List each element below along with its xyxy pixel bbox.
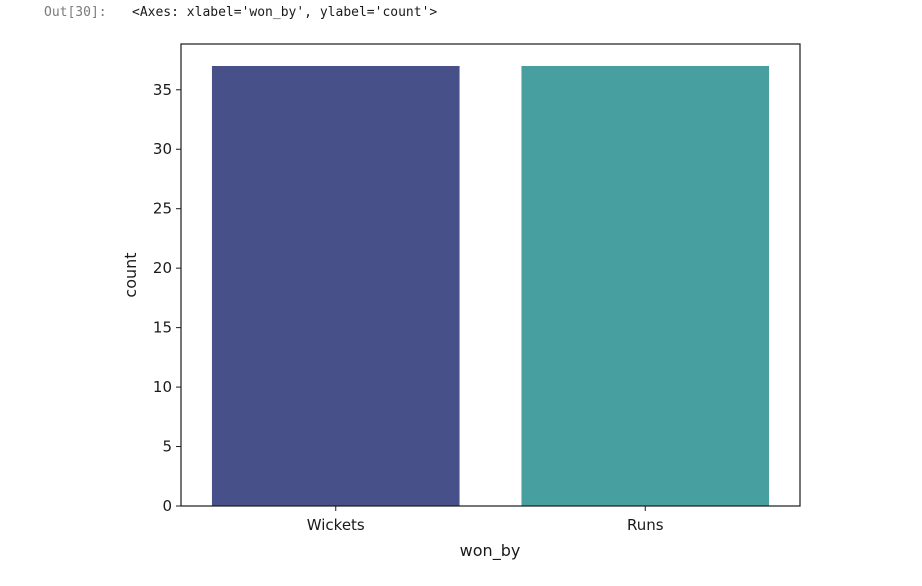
y-tick-label: 5 — [162, 438, 172, 456]
y-tick-label: 25 — [153, 200, 172, 218]
bars-group — [211, 66, 770, 506]
y-axis-label: count — [121, 252, 140, 297]
y-tick-label: 30 — [153, 140, 172, 158]
x-tick-label: Wickets — [307, 516, 365, 534]
bar-wickets — [211, 66, 460, 506]
y-tick-label: 10 — [153, 378, 172, 396]
bar-runs — [521, 66, 770, 506]
y-tick-label: 20 — [153, 259, 172, 277]
plot-frame — [180, 43, 801, 507]
x-tick-label: Runs — [627, 516, 664, 534]
y-tick-label: 15 — [153, 319, 172, 337]
x-axis-label: won_by — [460, 541, 521, 561]
y-tick-label: 35 — [153, 81, 172, 99]
output-prompt: Out[30]: — [44, 5, 107, 20]
y-axis-ticks: 0 5 10 15 20 25 30 35 — [153, 81, 181, 515]
x-axis-ticks: Wickets Runs — [307, 506, 664, 534]
output-text: <Axes: xlabel='won_by', ylabel='count'> — [132, 5, 438, 20]
y-tick-label: 0 — [162, 497, 172, 515]
